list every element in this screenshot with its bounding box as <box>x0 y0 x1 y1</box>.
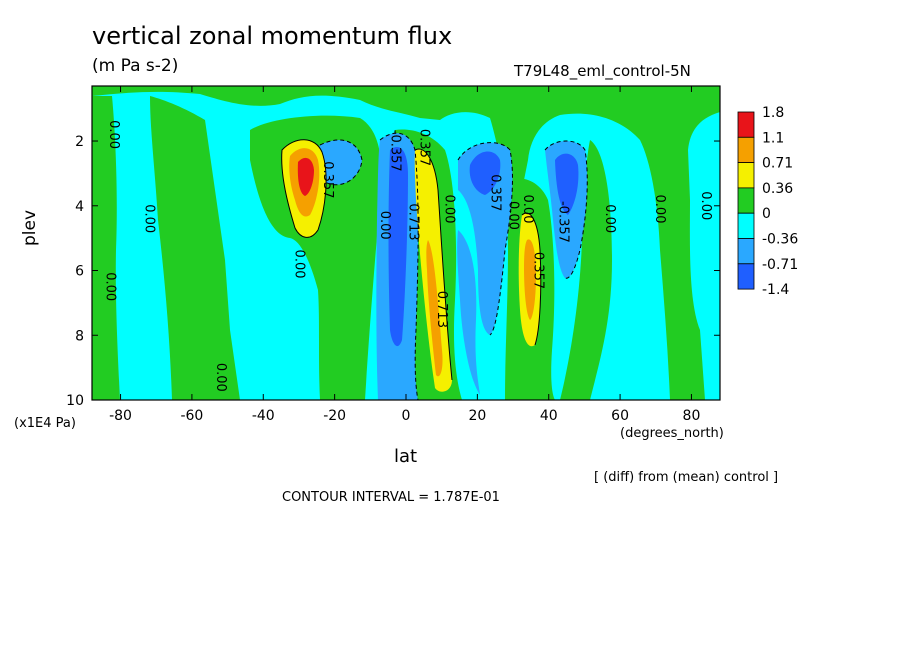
y-tick-label-3: 8 <box>75 328 84 344</box>
contour-label-4: 0.357 <box>320 161 335 198</box>
chart-units: (m Pa s-2) <box>92 56 179 76</box>
colorbar-swatch-6 <box>737 263 755 290</box>
fill-blue-nh-lower <box>457 230 480 395</box>
colorbar-swatch-5 <box>737 238 755 265</box>
pos-contour-2 <box>414 148 453 381</box>
pos-contour-1 <box>281 139 327 238</box>
fill-orange-tropics <box>426 240 443 377</box>
colorbar-label-6: -0.71 <box>762 257 798 273</box>
contour-label-10: 0.713 <box>434 291 449 328</box>
contour-label-17: 0.00 <box>602 204 617 233</box>
x-tick-label-2: -40 <box>252 408 275 424</box>
x-tick-label-5: 20 <box>468 408 486 424</box>
x-tick-label-6: 40 <box>540 408 558 424</box>
x-tick-label-8: 80 <box>683 408 701 424</box>
x-tick-label-1: -60 <box>180 408 203 424</box>
x-axis-units: (degrees_north) <box>620 426 724 441</box>
neg-contour-2 <box>457 142 513 336</box>
contour-label-2: 0.00 <box>102 272 117 301</box>
x-tick-label-4: 0 <box>402 408 411 424</box>
y-tick-label-2: 6 <box>75 264 84 280</box>
colorbar-swatch-1 <box>737 136 755 164</box>
colorbar-swatch-2 <box>737 162 755 189</box>
x-tick-label-3: -20 <box>323 408 346 424</box>
fill-blue-nh-20-core <box>469 151 501 195</box>
contour-label-13: 0.00 <box>505 201 520 230</box>
contour-label-16: -0.357 <box>555 201 570 243</box>
x-tick-label-7: 60 <box>611 408 629 424</box>
fill-blue-equator-core <box>388 147 408 347</box>
contour-label-3: 0.00 <box>213 363 228 392</box>
contour-label-7: -0.357 <box>388 130 403 172</box>
colorbar-swatch-0 <box>737 111 755 138</box>
fill-green-south-column <box>150 96 240 400</box>
contour-labels: 0.000.000.000.000.3570.000.00-0.3570.713… <box>102 120 713 392</box>
x-ticks: -80 -60 -40 -20 0 20 40 60 80 <box>109 86 700 424</box>
contour-label-0: 0.00 <box>106 120 121 149</box>
contour-label-18: 0.00 <box>652 195 667 224</box>
chart-title: vertical zonal momentum flux <box>92 22 453 50</box>
y-axis-units: (x1E4 Pa) <box>14 416 76 431</box>
contour-label-15: 0.357 <box>530 252 545 289</box>
colorbar-label-2: 0.71 <box>762 156 793 172</box>
contour-label-19: 0.00 <box>698 191 713 220</box>
contour-label-6: 0.00 <box>377 211 392 240</box>
fill-red-sh-jet <box>297 157 314 196</box>
colorbar-label-4: 0 <box>762 206 771 222</box>
contour-label-9: 0.357 <box>416 129 431 166</box>
dataset-label: T79L48_eml_control-5N <box>514 62 691 80</box>
contour-label-8: 0.713 <box>406 203 421 240</box>
fill-blue-nh-20 <box>458 142 513 335</box>
positive-contours <box>281 139 542 381</box>
contour-label-11: 0.00 <box>441 195 456 224</box>
diff-note: [ (diff) from (mean) control ] <box>594 470 779 485</box>
fill-blue-sh-upper <box>316 140 362 185</box>
y-tick-label-4: 10 <box>66 393 84 409</box>
x-tick-label-0: -80 <box>109 408 132 424</box>
colorbar-label-7: -1.4 <box>762 282 789 298</box>
fill-orange-nh-35 <box>524 239 536 320</box>
y-tick-label-0: 2 <box>75 134 84 150</box>
contour-label-14: 0.00 <box>520 195 535 224</box>
y-tick-label-1: 4 <box>75 199 84 215</box>
pos-contour-3 <box>521 212 542 346</box>
contour-label-1: 0.00 <box>142 204 157 233</box>
fill-blue-nh-45-core <box>555 153 579 215</box>
fill-green-midlat <box>250 115 382 400</box>
fill-green-east-lower <box>560 140 612 400</box>
fill-green-west <box>92 96 120 400</box>
y-ticks: 2 4 6 8 10 <box>66 134 720 409</box>
contour-label-12: 0.357 <box>488 174 503 211</box>
neg-contour-1 <box>379 132 419 400</box>
contour-fill <box>92 86 720 400</box>
colorbar-label-1: 1.1 <box>762 130 784 146</box>
colorbar-swatch-4 <box>737 212 755 239</box>
fill-green-north-top <box>92 86 720 400</box>
negative-contours <box>319 132 588 400</box>
contour-interval: CONTOUR INTERVAL = 1.787E-01 <box>282 490 500 505</box>
colorbar-label-0: 1.8 <box>762 105 784 121</box>
contour-label-5: 0.00 <box>291 250 306 279</box>
colorbar: 1.8 1.1 0.71 0.36 0 -0.36 -0.71 -1.4 <box>737 105 798 298</box>
colorbar-label-3: 0.36 <box>762 181 793 197</box>
colorbar-swatch-3 <box>737 187 755 214</box>
neg-contour-4 <box>319 139 363 186</box>
x-axis-label: lat <box>394 446 418 467</box>
colorbar-label-5: -0.36 <box>762 232 798 248</box>
